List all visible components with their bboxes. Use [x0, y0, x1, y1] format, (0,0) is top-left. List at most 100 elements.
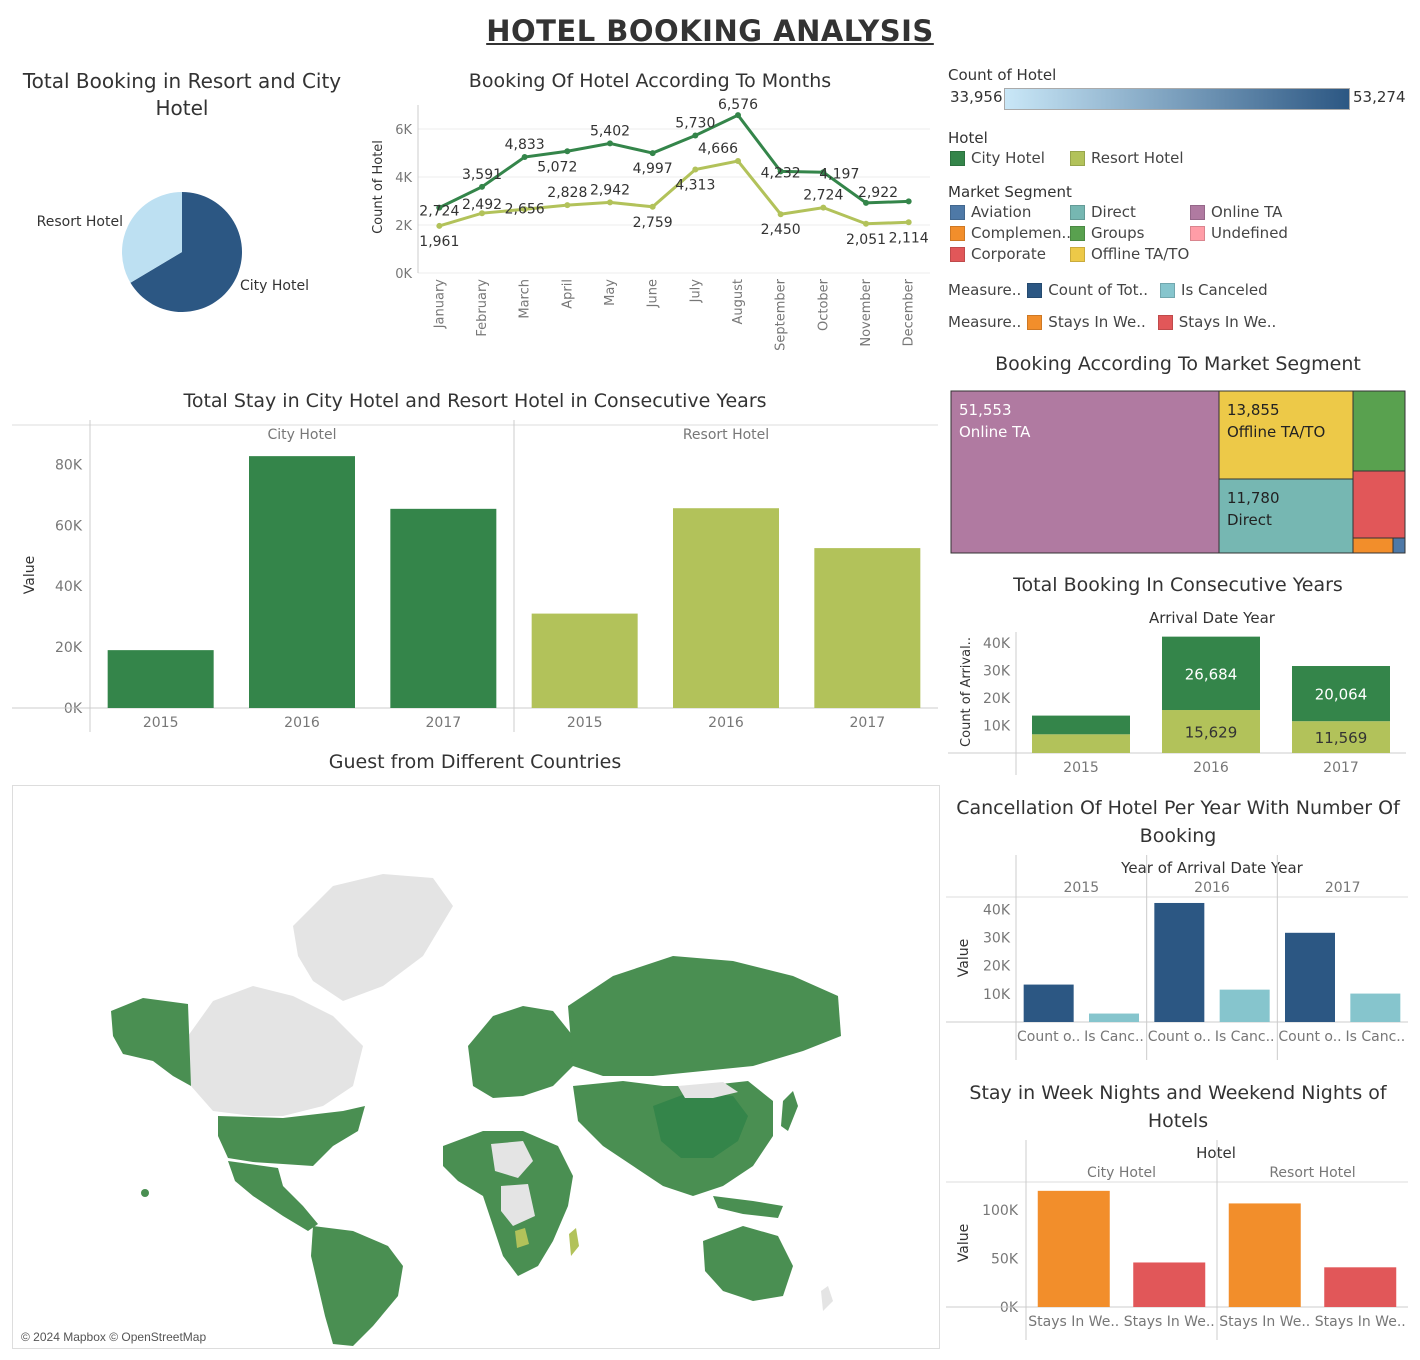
line-x-tick: November — [859, 278, 874, 346]
line-x-tick: January — [432, 279, 447, 330]
legend-undefined[interactable]: Undefined — [1190, 224, 1288, 242]
legend-label: Offline TA/TO — [1091, 245, 1190, 263]
line-x-tick: July — [688, 279, 703, 304]
legend-direct[interactable]: Direct — [1070, 203, 1136, 221]
total-data-label: 26,684 — [1185, 665, 1238, 683]
line-data-label: 4,666 — [698, 141, 738, 157]
cancel-title: Cancellation Of Hotel Per Year With Numb… — [956, 797, 1400, 847]
nights-bar — [1133, 1262, 1206, 1307]
legend-resort-hotel[interactable]: Resort Hotel — [1070, 149, 1184, 167]
sea-islands-shape — [713, 1196, 783, 1218]
stay-panel-header: Resort Hotel — [683, 427, 769, 443]
madagascar-shape — [569, 1228, 579, 1256]
segment-legend-title: Market Segment — [948, 183, 1072, 201]
stay-x-tick: 2017 — [426, 715, 462, 731]
hotel-legend-title: Hotel — [948, 129, 988, 147]
sahara-shape — [491, 1141, 533, 1178]
line-point — [905, 198, 912, 205]
total-bar-segment — [1032, 715, 1130, 735]
stay-x-tick: 2015 — [567, 715, 603, 731]
hawaii-shape — [141, 1189, 149, 1197]
alaska-shape — [111, 998, 191, 1086]
total-bar-segment — [1292, 721, 1390, 753]
line-data-label: 4,232 — [761, 165, 801, 181]
russia-shape — [568, 956, 841, 1076]
stay-x-tick: 2015 — [143, 715, 179, 731]
nights-bar — [1228, 1203, 1301, 1307]
legend-aviation[interactable]: Aviation — [950, 203, 1031, 221]
line-point — [564, 148, 571, 155]
pie-label-city: City Hotel — [240, 278, 309, 294]
world-map-shapes — [111, 874, 841, 1346]
line-data-label: 2,759 — [633, 215, 673, 231]
treemap-cell-online-ta — [950, 390, 1220, 554]
line-y-tick: 2K — [395, 219, 412, 234]
world-map[interactable]: © 2024 Mapbox © OpenStreetMap — [12, 785, 940, 1349]
total-bar-segment — [1162, 636, 1260, 711]
total-y-tick: 20K — [983, 691, 1011, 707]
line-data-label: 2,492 — [462, 197, 502, 213]
stay-y-tick: 60K — [55, 518, 83, 534]
nights-x-axis-title: Hotel — [1196, 1144, 1236, 1162]
cancel-x-axis-title: Year of Arrival Date Year — [1120, 859, 1303, 877]
count-gradient-bar — [1004, 88, 1350, 110]
legend-label[interactable]: Stays In We.. — [1178, 313, 1277, 331]
swatch — [1070, 246, 1085, 262]
stay-y-axis-label: Value — [22, 556, 38, 594]
line-point — [436, 204, 443, 211]
legend-online-ta[interactable]: Online TA — [1190, 203, 1282, 221]
legend-complementary[interactable]: Complemen.. — [950, 224, 1071, 242]
legend-groups[interactable]: Groups — [1070, 224, 1144, 242]
new-zealand-shape — [821, 1286, 833, 1311]
count-legend-max: 53,274 — [1353, 88, 1406, 106]
legend-label: Corporate — [971, 245, 1046, 263]
cancel-x-tick: Is Canc.. — [1345, 1029, 1405, 1045]
legend-label[interactable]: Count of Tot.. — [1048, 281, 1149, 299]
line-data-label: 2,942 — [590, 182, 630, 198]
legend-corporate[interactable]: Corporate — [950, 245, 1046, 263]
total-bar-segment — [1032, 734, 1130, 753]
line-point — [649, 150, 656, 157]
nights-y-tick: 0K — [1000, 1300, 1019, 1316]
stay-y-tick: 0K — [64, 701, 83, 717]
line-point — [735, 112, 741, 119]
city-swatch — [950, 150, 965, 166]
stay-x-tick: 2016 — [284, 715, 320, 731]
cancel-bar — [1219, 989, 1270, 1022]
line-x-tick: September — [774, 278, 789, 351]
legend-label: Resort Hotel — [1091, 149, 1184, 167]
pie-slice-resort-hotel — [122, 192, 182, 283]
nights-bar — [1324, 1267, 1397, 1307]
stay-bar — [249, 456, 355, 708]
treemap-value-label: 51,553 — [959, 401, 1012, 419]
pie-slice-city-hotel — [130, 192, 242, 312]
swatch — [1190, 204, 1205, 220]
resort-swatch — [1070, 150, 1085, 166]
line-point — [479, 183, 485, 190]
legend-offline-ta-to[interactable]: Offline TA/TO — [1070, 245, 1189, 263]
legend-city-hotel[interactable]: City Hotel — [950, 149, 1045, 167]
cancel-y-axis-label: Value — [956, 939, 972, 977]
cancel-bar — [1023, 984, 1074, 1022]
line-point — [692, 132, 699, 139]
line-point — [692, 166, 699, 173]
line-point — [479, 210, 485, 217]
monthly-line-chart: 0K 2K 4K 6K Count of Hotel January February Mar… — [371, 97, 930, 351]
line-data-label: 2,724 — [419, 204, 459, 220]
stay-bar — [390, 508, 497, 708]
segment-title: Booking According To Market Segment — [995, 353, 1361, 375]
line-point — [820, 169, 827, 176]
legend-label[interactable]: Stays In We.. — [1048, 313, 1146, 331]
legend-label[interactable]: Is Canceled — [1181, 281, 1268, 299]
pie-chart: City Hotel Resort Hotel — [37, 192, 309, 312]
line-data-label: 4,313 — [675, 177, 715, 193]
line-data-label: 3,591 — [462, 167, 502, 183]
stay-bar — [107, 650, 214, 708]
total-years-chart: Arrival Date Year 10K 20K 30K 40K Count of Ar… — [948, 609, 1406, 776]
mexico-shape — [228, 1161, 318, 1231]
swatch — [1070, 225, 1085, 241]
swatch — [1070, 204, 1085, 220]
map-title: Guest from Different Countries — [328, 751, 622, 773]
segment-treemap: 51,553 Online TA 13,855 Offline TA/TO 11,780… — [950, 390, 1406, 554]
cancel-y-tick: 40K — [983, 902, 1011, 918]
